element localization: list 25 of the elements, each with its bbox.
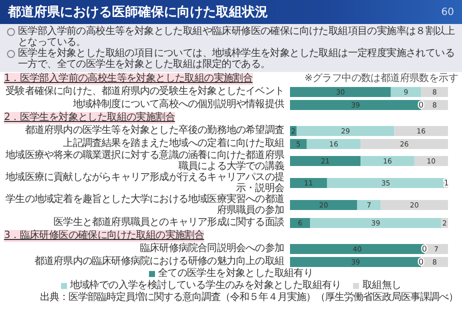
data-label: 1 [444,178,449,188]
text: 医学部入学前の高校生等を対象とした取組や臨床研修医の確保に向けた取組項目の実施率は８割以上となっている。 [6,26,456,48]
data-label: 0 [418,257,424,266]
text: 医学生を対象とした取組の項目については、地域枠学生を対象とした取組は一定程度実施されている一方で、全ての医学生を対象とした取組は限定的である。 [6,48,456,70]
y-tick-label: 地域医療や将来の職業選択に対する意識の涵養に向けた都道府県職員による大学での講義 [4,150,286,172]
y-tick-label: 上記調査結果を踏まえた地域への定着に向けた取組 [62,138,286,149]
text: 都道府県における医師確保に向けた取組状況 [8,4,268,21]
y-tick-label: 受験者確保に向けた、都道府県内の受験生を対象としたイベント [4,86,285,97]
y-tick-label: 地域医療に貢献しながらキャリア形成が行えるキャリアパスの提示・説明会 [4,172,285,194]
y-tick-label: 都道府県内の臨床研修病院における研修の魅力向上の取組 [33,256,286,267]
legend-label: 地域枠での入学を検討している学生のみを対象とした取組有り [70,280,342,292]
text: 60 [441,6,454,18]
y-tick-label: 医学生と都道府県職員とのキャリア形成に関する面談 [52,217,285,228]
y-tick-label: 臨床研修病院合同説明会への参加 [138,243,285,254]
text: 3．臨床研修医の確保に向けた取組の実施割合 [4,230,204,242]
data-label: 0 [418,100,424,109]
y-tick-label: 地域枠制度について高校への個別説明や情報提供 [72,99,286,110]
y-tick-label: 都道府県内の医学生等を対象とした卒後の勤務地の希望調査 [24,125,285,136]
text: 1．医学部入学前の高校生等を対象とした取組の実施割合 [4,73,253,85]
source-note: 出典：医学部臨時定員増に関する意向調査（令和５年４月実施）（厚生労働省医政局医事課調べ） [39,292,459,304]
legend-label: 取組無し [362,280,402,292]
legend-label: 全ての医学生を対象とした取組有り [158,268,314,280]
y-tick-label: 学生の地域定着を趣旨とした大学における地域医療実習への都道府県職員の参加 [4,194,285,216]
text: 2．医学生を対象とした取組の実施割合 [4,112,175,124]
text: ※グラフ中の数は都道府県数を示す [304,73,458,85]
